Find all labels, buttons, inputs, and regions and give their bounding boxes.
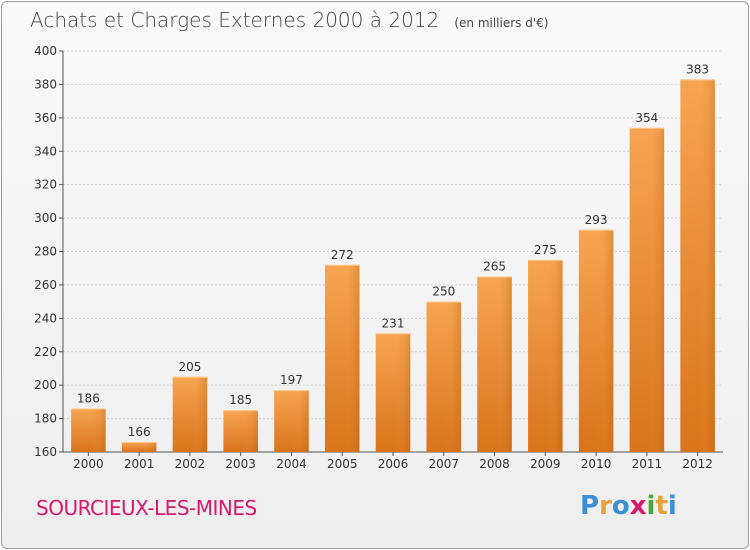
y-tick-label: 300 [34, 211, 57, 225]
bar-shade-2005 [343, 264, 360, 452]
x-tick-label-2001: 2001 [124, 457, 155, 471]
bar-shade-2007 [445, 301, 462, 452]
x-tick-label-2004: 2004 [276, 457, 307, 471]
bar-shade-2011 [648, 127, 665, 452]
bar-shade-2008 [496, 276, 512, 452]
y-tick-label: 340 [34, 144, 57, 158]
value-label-2010: 293 [585, 213, 608, 227]
value-label-2006: 231 [382, 316, 405, 330]
y-tick-label: 360 [34, 111, 57, 125]
chart-subtitle: (en milliers d'€) [454, 16, 549, 30]
y-tick-label: 180 [34, 412, 57, 426]
x-tick-label-2002: 2002 [175, 457, 206, 471]
logo-letter: r [599, 491, 612, 521]
bar-shade-2001 [140, 441, 157, 452]
y-tick-label: 280 [34, 245, 57, 259]
x-tick-label-2010: 2010 [581, 457, 612, 471]
x-tick-label-2000: 2000 [73, 457, 104, 471]
x-tick-label-2011: 2011 [632, 457, 663, 471]
y-tick-label: 160 [34, 445, 57, 459]
value-label-2012: 383 [686, 62, 709, 76]
bar-shade-2012 [699, 79, 715, 452]
town-name: SOURCIEUX-LES-MINES [36, 496, 257, 520]
x-tick-label-2009: 2009 [530, 457, 561, 471]
x-tick-label-2005: 2005 [327, 457, 358, 471]
bar-shade-2006 [394, 333, 411, 452]
bar-2001 [121, 441, 157, 452]
x-tick-label-2006: 2006 [378, 457, 409, 471]
logo-letter: i [667, 491, 677, 521]
value-label-2009: 275 [534, 243, 557, 257]
logo-letter: o [611, 491, 630, 521]
chart-title-block: Achats et Charges Externes 2000 à 2012 (… [30, 8, 548, 32]
value-label-2005: 272 [331, 248, 354, 262]
y-tick-label: 240 [34, 311, 57, 325]
bar-shade-2003 [242, 410, 258, 452]
bar-shade-2004 [293, 390, 309, 452]
x-tick-label-2008: 2008 [479, 457, 510, 471]
x-tick-label-2012: 2012 [682, 457, 713, 471]
value-label-2000: 186 [77, 392, 100, 406]
y-tick-label: 320 [34, 178, 57, 192]
y-tick-label: 400 [34, 44, 57, 58]
logo-letter: P [580, 491, 600, 521]
value-label-2007: 250 [432, 285, 455, 299]
y-tick-label: 260 [34, 278, 57, 292]
value-label-2001: 166 [128, 425, 151, 439]
x-tick-label-2007: 2007 [428, 457, 459, 471]
value-label-2008: 265 [483, 260, 506, 274]
y-tick-label: 220 [34, 345, 57, 359]
bar-shade-2002 [191, 376, 208, 452]
logo-letter: t [655, 491, 668, 521]
bar-shade-2009 [547, 259, 563, 452]
value-label-2002: 205 [178, 360, 201, 374]
y-tick-label: 380 [34, 77, 57, 91]
proxiti-logo: Proxiti [580, 491, 677, 521]
value-label-2003: 185 [229, 393, 252, 407]
chart-title: Achats et Charges Externes 2000 à 2012 [30, 8, 440, 32]
x-tick-label-2003: 2003 [225, 457, 256, 471]
bar-shade-2000 [90, 408, 106, 452]
value-label-2011: 354 [635, 111, 658, 125]
bar-shade-2010 [597, 229, 614, 452]
logo-letter: i [646, 491, 656, 521]
value-label-2004: 197 [280, 373, 303, 387]
logo-letter: x [629, 491, 647, 521]
y-tick-label: 200 [34, 378, 57, 392]
